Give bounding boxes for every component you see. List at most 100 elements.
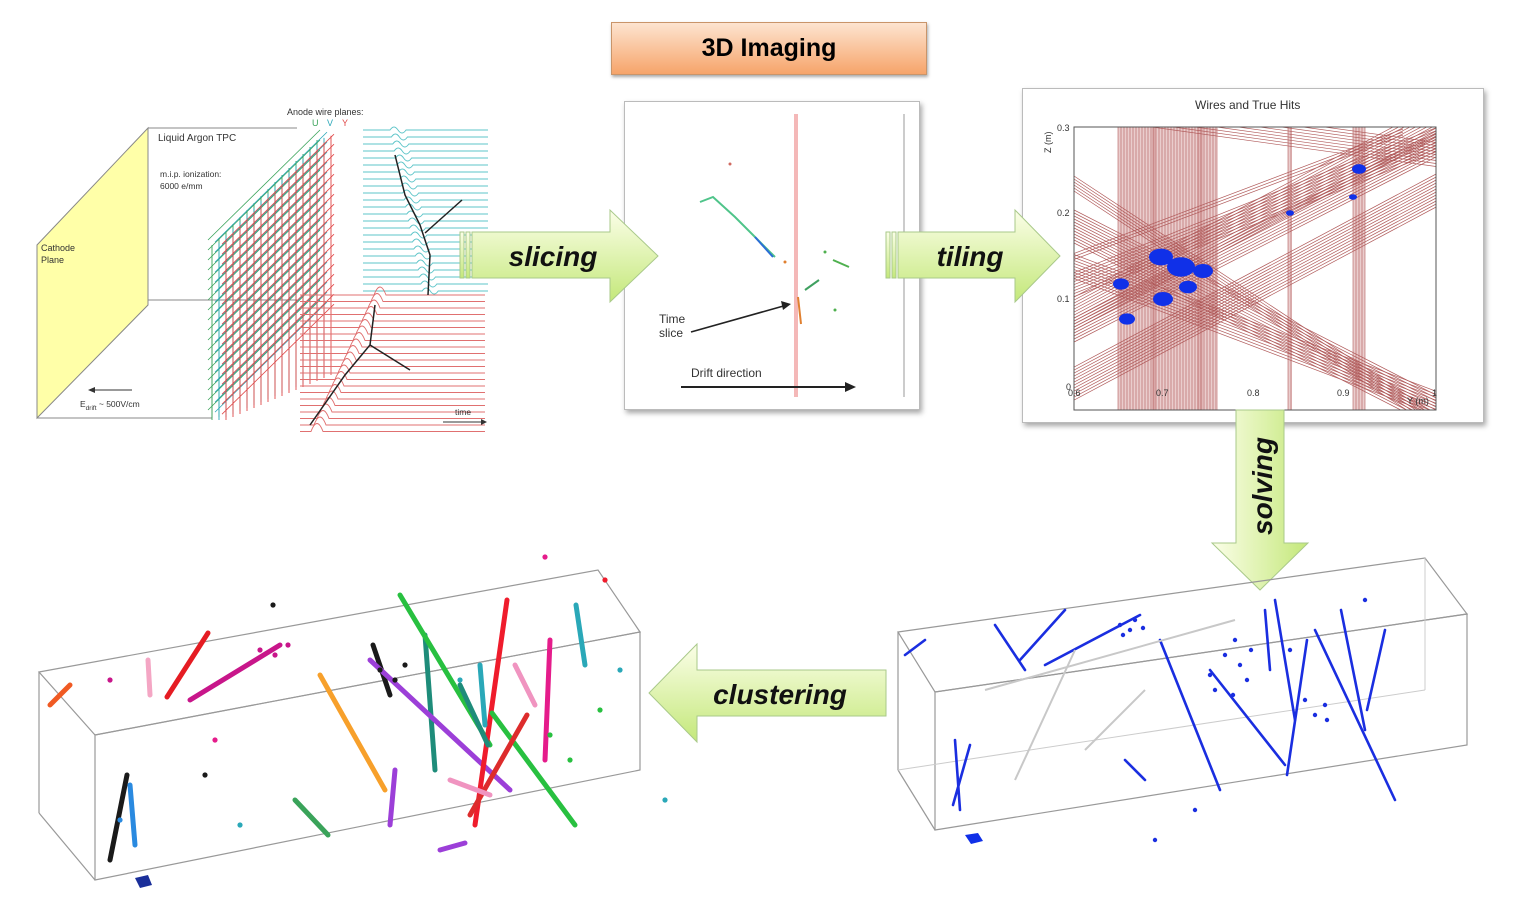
edrift-sub: drift bbox=[86, 405, 97, 412]
time-slice-band bbox=[794, 114, 798, 397]
cluster-track bbox=[387, 767, 398, 828]
cluster-track bbox=[317, 672, 388, 793]
diagonal-wire bbox=[1074, 181, 1421, 410]
waveform bbox=[363, 154, 488, 162]
tiling-arrow: tiling bbox=[885, 208, 1061, 304]
solved-hit bbox=[1207, 672, 1213, 678]
anode-wire bbox=[221, 153, 335, 265]
anode-wire bbox=[221, 183, 335, 295]
clustered-box-front bbox=[94, 631, 641, 881]
anode-wire bbox=[214, 171, 328, 283]
hit-blob bbox=[1113, 278, 1129, 290]
diagonal-wire bbox=[1074, 139, 1436, 285]
anode-wire bbox=[221, 303, 335, 415]
diagonal-wire bbox=[1074, 188, 1436, 383]
anode-wire bbox=[214, 251, 328, 363]
diagonal-wire bbox=[1322, 127, 1436, 143]
waveform bbox=[300, 371, 485, 380]
solved-track bbox=[1158, 638, 1222, 792]
waveform bbox=[300, 410, 485, 419]
cluster-hit bbox=[237, 822, 243, 828]
solved-track bbox=[1339, 608, 1367, 732]
cluster-hit bbox=[597, 707, 603, 713]
anode-wire bbox=[221, 263, 335, 375]
diagonal-wire bbox=[1074, 175, 1430, 410]
cathode-line1: Cathode bbox=[41, 243, 75, 253]
diagonal-wire bbox=[1074, 130, 1436, 276]
diagonal-wire bbox=[1074, 179, 1436, 374]
cluster-track bbox=[187, 642, 283, 703]
plane-v-label: V bbox=[327, 118, 333, 128]
diagonal-wire bbox=[1278, 127, 1436, 149]
diagonal-wire bbox=[1074, 190, 1408, 410]
waveforms-bottom bbox=[300, 286, 485, 432]
solved-hit bbox=[1302, 697, 1308, 703]
cathode-line2: Plane bbox=[41, 255, 64, 265]
waveform bbox=[300, 306, 485, 315]
diagonal-wire bbox=[1074, 156, 1436, 343]
time-slice-pointer-head bbox=[781, 301, 791, 310]
diagonal-wire bbox=[1214, 127, 1436, 158]
page-title: 3D Imaging bbox=[701, 34, 837, 62]
solved-hit bbox=[1287, 647, 1293, 653]
drift-direction-arrowhead bbox=[845, 382, 856, 392]
waveform bbox=[363, 273, 488, 281]
diagonal-wire bbox=[1074, 136, 1436, 282]
faint-track bbox=[1014, 649, 1076, 781]
solved-hit bbox=[1140, 625, 1146, 631]
waveform bbox=[363, 231, 488, 239]
anode-wire bbox=[214, 201, 328, 313]
cluster-track bbox=[422, 632, 438, 773]
clustering-label: clustering bbox=[713, 679, 847, 710]
cluster-track bbox=[164, 630, 211, 700]
diagonal-wire bbox=[1074, 187, 1412, 410]
anode-wire bbox=[221, 293, 335, 405]
diagonal-wire bbox=[1074, 148, 1436, 294]
anode-wire bbox=[214, 211, 328, 323]
diagonal-wire bbox=[1074, 136, 1436, 331]
waveform bbox=[363, 224, 488, 232]
anode-wire bbox=[221, 133, 335, 245]
solved-hit bbox=[1244, 677, 1250, 683]
diagonal-wire bbox=[1074, 151, 1436, 297]
anode-wire bbox=[214, 181, 328, 293]
diagonal-wire bbox=[1235, 127, 1436, 155]
diagonal-wire bbox=[1074, 184, 1417, 410]
diagonal-wire bbox=[1074, 133, 1436, 328]
xtick-0-9: 0.9 bbox=[1337, 388, 1350, 398]
title-box: 3D Imaging bbox=[611, 22, 927, 75]
waveform bbox=[300, 299, 485, 309]
anode-wire bbox=[207, 279, 321, 391]
diagonal-wire bbox=[1170, 127, 1436, 164]
solved-track bbox=[993, 623, 1027, 672]
cluster-hit bbox=[272, 652, 278, 658]
tpc-schematic: Anode wire planes: U V Y Liquid Argon TP… bbox=[36, 107, 488, 432]
diagonal-wire bbox=[1074, 150, 1436, 337]
tiling-arrow-stripe-2 bbox=[891, 231, 897, 279]
cluster-hit bbox=[202, 772, 208, 778]
slice-track-3 bbox=[832, 259, 850, 268]
hit-blob bbox=[1149, 248, 1173, 266]
solved-hit bbox=[1152, 837, 1158, 843]
solved-hit bbox=[1117, 622, 1123, 628]
vertical-wire-band bbox=[1288, 127, 1292, 410]
hit-blob bbox=[1352, 164, 1366, 174]
waveform bbox=[300, 332, 485, 341]
anode-wire bbox=[214, 131, 328, 243]
xtick-0-6: 0.6 bbox=[1068, 388, 1081, 398]
anode-label: Anode wire planes: bbox=[287, 107, 364, 117]
anode-wire bbox=[221, 253, 335, 365]
anode-wire bbox=[207, 139, 321, 251]
waveform bbox=[300, 325, 485, 335]
time-slice-label-1: Time bbox=[659, 312, 686, 326]
solved-hit bbox=[1212, 687, 1218, 693]
solved-box-bottom-back bbox=[897, 769, 936, 831]
cluster-hit bbox=[270, 602, 276, 608]
solved-hit bbox=[1312, 712, 1318, 718]
anode-wire bbox=[221, 273, 335, 385]
cluster-track bbox=[127, 782, 138, 848]
cluster-track bbox=[573, 602, 588, 668]
anode-wire bbox=[221, 203, 335, 315]
cluster-track bbox=[292, 797, 331, 838]
waveform bbox=[300, 286, 485, 296]
